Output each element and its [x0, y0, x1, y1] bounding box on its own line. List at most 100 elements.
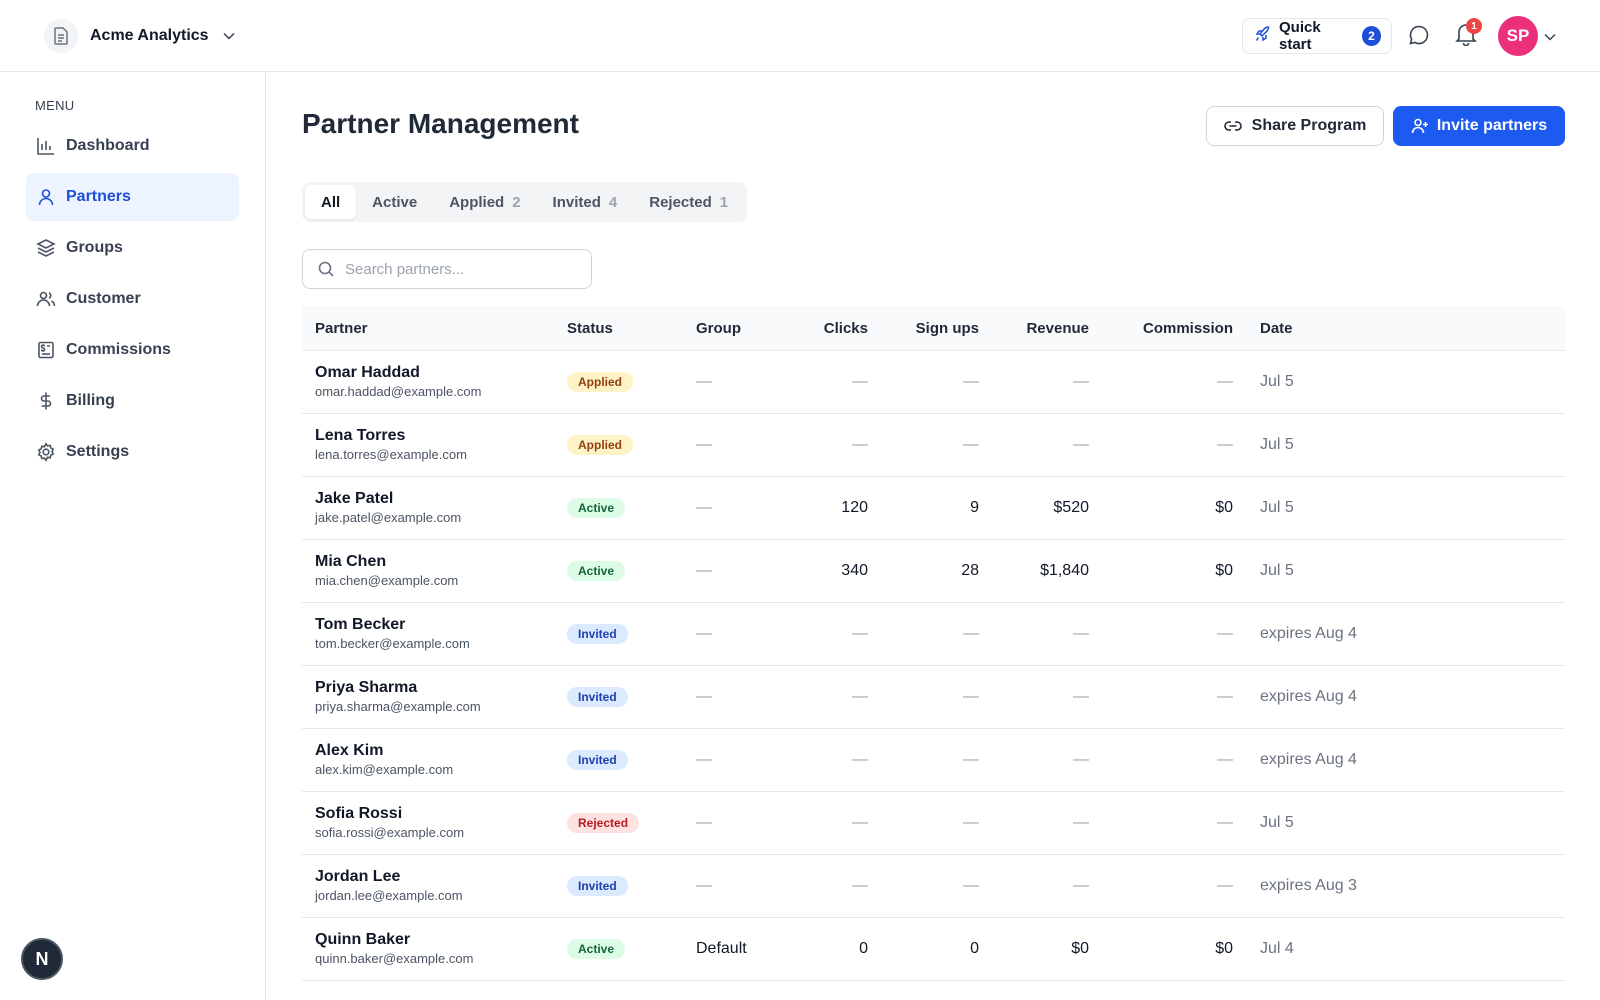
- clicks-cell: —: [852, 688, 868, 705]
- workspace-switcher[interactable]: Acme Analytics: [44, 17, 235, 55]
- sidebar-item-dashboard[interactable]: Dashboard: [26, 122, 239, 170]
- signups-cell: —: [963, 625, 979, 642]
- menu-label: MENU: [35, 98, 75, 113]
- sidebar-item-customer[interactable]: Customer: [26, 275, 239, 323]
- column-header-date[interactable]: Date: [1260, 319, 1293, 337]
- group-cell: —: [696, 814, 712, 831]
- search-box: [302, 249, 592, 289]
- share-program-button[interactable]: Share Program: [1206, 106, 1384, 146]
- status-badge: Invited: [567, 876, 628, 896]
- partner-name[interactable]: Mia Chen: [315, 553, 387, 570]
- column-header-partner[interactable]: Partner: [315, 319, 368, 337]
- sidebar-item-settings[interactable]: Settings: [26, 428, 239, 476]
- tab-invited[interactable]: Invited 4: [537, 185, 634, 219]
- account-chevron-down-icon[interactable]: [1544, 28, 1556, 46]
- tab-label: Applied: [449, 193, 505, 211]
- sidebar: MENU Dashboard Partners Groups Customer …: [0, 72, 266, 1000]
- commission-cell: —: [1217, 436, 1233, 453]
- status-badge: Rejected: [567, 813, 640, 833]
- tab-all[interactable]: All: [305, 185, 357, 219]
- sidebar-item-commissions[interactable]: Commissions: [26, 326, 239, 374]
- revenue-cell: —: [1073, 814, 1089, 831]
- partner-cell: Mia Chen mia.chen@example.com: [302, 552, 567, 590]
- table-row[interactable]: Quinn Baker quinn.baker@example.com Active…: [302, 918, 1565, 981]
- group-cell: —: [696, 499, 712, 516]
- avatar[interactable]: SP: [1498, 16, 1538, 56]
- column-header-revenue[interactable]: Revenue: [1026, 319, 1089, 337]
- column-header-clicks[interactable]: Clicks: [823, 319, 868, 337]
- partner-name[interactable]: Tom Becker: [315, 616, 406, 633]
- partner-name[interactable]: Jordan Lee: [315, 868, 401, 885]
- partner-name[interactable]: Sofia Rossi: [315, 805, 403, 822]
- revenue-cell: —: [1073, 373, 1089, 390]
- partner-email: jordan.lee@example.com: [315, 888, 463, 903]
- partner-email: quinn.baker@example.com: [315, 951, 474, 966]
- sidebar-item-label: Customer: [66, 290, 141, 307]
- page-title: Partner Management: [302, 108, 579, 139]
- partners-table: Partner Status Group Clicks Sign ups Rev…: [302, 306, 1565, 981]
- app-logo-button[interactable]: N: [21, 938, 63, 980]
- date-cell: Jul 5: [1260, 436, 1294, 453]
- notifications-button[interactable]: 1: [1455, 18, 1482, 50]
- table-row[interactable]: Omar Haddad omar.haddad@example.com Applie…: [302, 351, 1565, 414]
- status-cell: Invited: [567, 750, 696, 770]
- bell-icon: [1455, 24, 1477, 50]
- invite-partners-button[interactable]: Invite partners: [1393, 106, 1565, 146]
- link-icon: [1223, 121, 1242, 131]
- signups-cell: 0: [970, 940, 979, 957]
- tab-applied[interactable]: Applied 2: [433, 185, 536, 219]
- quick-start-button[interactable]: Quick start 2: [1242, 18, 1392, 54]
- workspace-name: Acme Analytics: [90, 27, 209, 44]
- clicks-cell: —: [852, 877, 868, 894]
- commission-cell: $0: [1215, 499, 1233, 516]
- table-row[interactable]: Jordan Lee jordan.lee@example.com Invited —…: [302, 855, 1565, 918]
- date-cell: expires Aug 4: [1260, 625, 1357, 642]
- column-header-status[interactable]: Status: [567, 319, 613, 337]
- column-header-commission[interactable]: Commission: [1142, 319, 1233, 337]
- partner-name[interactable]: Omar Haddad: [315, 364, 420, 381]
- signups-cell: —: [963, 688, 979, 705]
- partner-email: omar.haddad@example.com: [315, 384, 482, 399]
- revenue-cell: —: [1073, 877, 1089, 894]
- tab-active[interactable]: Active: [356, 185, 433, 219]
- partner-name[interactable]: Jake Patel: [315, 490, 394, 507]
- chat-icon[interactable]: [1408, 24, 1432, 48]
- partner-name[interactable]: Quinn Baker: [315, 931, 411, 948]
- table-row[interactable]: Sofia Rossi sofia.rossi@example.com Reject…: [302, 792, 1565, 855]
- clicks-cell: —: [852, 751, 868, 768]
- table-row[interactable]: Jake Patel jake.patel@example.com Active — 1…: [302, 477, 1565, 540]
- sidebar-item-groups[interactable]: Groups: [26, 224, 239, 272]
- bar-chart-icon: [37, 138, 54, 155]
- signups-cell: 28: [961, 562, 979, 579]
- partner-email: alex.kim@example.com: [315, 762, 454, 777]
- partner-name[interactable]: Lena Torres: [315, 427, 406, 444]
- table-row[interactable]: Priya Sharma priya.sharma@example.com Invi…: [302, 666, 1565, 729]
- group-cell: —: [696, 562, 712, 579]
- sidebar-item-partners[interactable]: Partners: [26, 173, 239, 221]
- tab-label: Invited: [552, 193, 601, 211]
- sidebar-item-billing[interactable]: Billing: [26, 377, 239, 425]
- partner-email: priya.sharma@example.com: [315, 699, 481, 714]
- table-row[interactable]: Alex Kim alex.kim@example.com Invited — — — — —…: [302, 729, 1565, 792]
- tab-rejected[interactable]: Rejected 1: [633, 185, 744, 219]
- revenue-cell: $1,840: [1040, 562, 1089, 579]
- partner-name[interactable]: Priya Sharma: [315, 679, 418, 696]
- table-row[interactable]: Tom Becker tom.becker@example.com Invited —…: [302, 603, 1565, 666]
- table-row[interactable]: Lena Torres lena.torres@example.com Applie…: [302, 414, 1565, 477]
- notification-count-badge: 1: [1466, 18, 1482, 34]
- status-badge: Invited: [567, 687, 628, 707]
- search-input[interactable]: [345, 260, 565, 278]
- clicks-cell: —: [852, 373, 868, 390]
- group-cell: —: [696, 373, 712, 390]
- column-header-group[interactable]: Group: [696, 319, 741, 337]
- status-tabs: All Active Applied 2 Invited 4 Rejected …: [302, 182, 748, 222]
- date-cell: expires Aug 4: [1260, 688, 1357, 705]
- commission-cell: $0: [1215, 940, 1233, 957]
- table-row[interactable]: Mia Chen mia.chen@example.com Active — 340 28…: [302, 540, 1565, 603]
- date-cell: expires Aug 3: [1260, 877, 1357, 894]
- clicks-cell: —: [852, 814, 868, 831]
- partner-email: mia.chen@example.com: [315, 573, 459, 588]
- tab-label: All: [321, 193, 341, 211]
- partner-name[interactable]: Alex Kim: [315, 742, 384, 759]
- column-header-signups[interactable]: Sign ups: [915, 319, 979, 337]
